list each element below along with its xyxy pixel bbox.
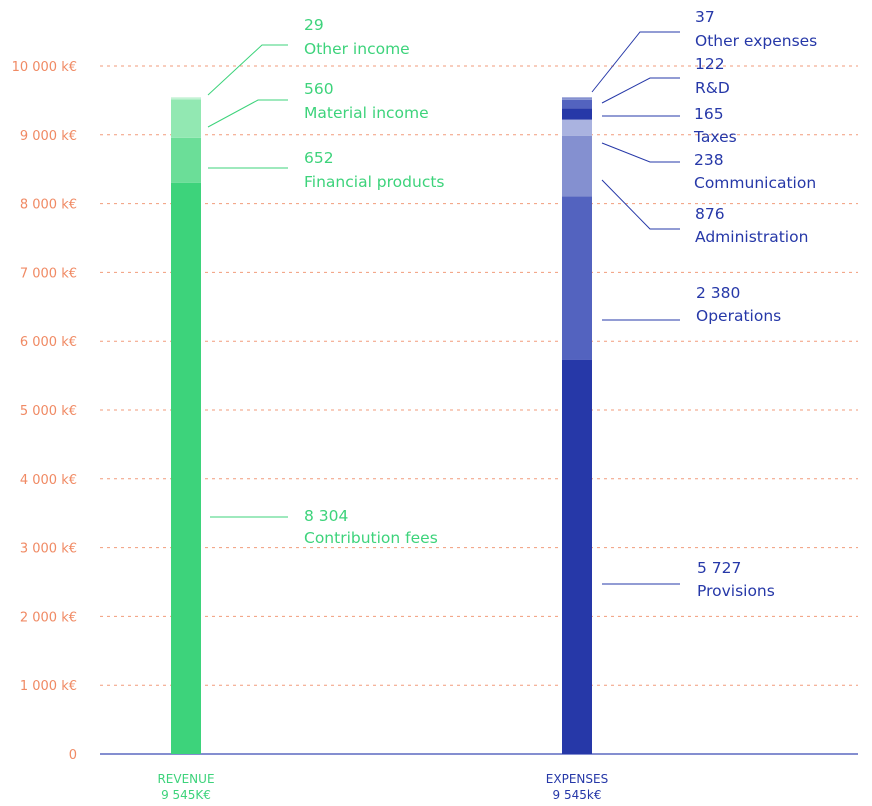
leader-line <box>207 44 288 96</box>
segment-name-label: Communication <box>694 174 816 192</box>
leader-line <box>207 99 288 128</box>
y-tick-label: 1 000 k€ <box>20 679 77 694</box>
segment-value-label: 8 304 <box>304 507 348 525</box>
y-tick-label: 0 <box>69 748 77 763</box>
bar-segment <box>171 137 201 183</box>
y-tick-label: 4 000 k€ <box>20 473 77 488</box>
segment-labels: 8 304 Contribution fees 652 Financial produ… <box>304 8 817 600</box>
segment-name-label: R&D <box>695 79 730 97</box>
y-tick-label: 8 000 k€ <box>20 198 77 213</box>
grid-lines <box>100 65 858 686</box>
category-labels: REVENUE 9 545K€ EXPENSES 9 545k€ <box>157 772 608 802</box>
segment-value-label: 560 <box>304 80 334 98</box>
segment-name-label: Operations <box>696 307 781 325</box>
segment-value-label: 5 727 <box>697 559 741 577</box>
bar-segment <box>562 135 592 197</box>
leader-line <box>601 142 680 163</box>
segment-name-label: Financial products <box>304 173 445 191</box>
leader-line <box>601 179 680 230</box>
category-name-label: REVENUE <box>157 772 214 786</box>
segment-name-label: Material income <box>304 104 429 122</box>
bar-segment <box>171 182 201 754</box>
segment-name-label: Provisions <box>697 582 775 600</box>
bar-segment <box>171 99 201 138</box>
segment-name-label: Contribution fees <box>304 529 438 547</box>
segment-name-label: Other income <box>304 40 410 58</box>
segment-value-label: 29 <box>304 16 324 34</box>
leader-line <box>591 31 680 93</box>
y-tick-label: 3 000 k€ <box>20 542 77 557</box>
y-axis-ticks: 0 1 000 k€ 2 000 k€ 3 000 k€ 4 000 k€ 5 000 k… <box>12 60 77 763</box>
category-total-label: 9 545k€ <box>553 788 602 802</box>
y-tick-label: 5 000 k€ <box>20 404 77 419</box>
segment-name-label: Other expenses <box>695 32 817 50</box>
bar-segment <box>562 97 592 100</box>
segment-value-label: 122 <box>695 55 725 73</box>
segment-value-label: 876 <box>695 205 725 223</box>
bar-segment <box>171 97 201 100</box>
segment-value-label: 652 <box>304 149 334 167</box>
category-name-label: EXPENSES <box>546 772 608 786</box>
segment-value-label: 165 <box>694 105 724 123</box>
y-tick-label: 9 000 k€ <box>20 129 77 144</box>
segment-value-label: 37 <box>695 8 715 26</box>
bar-segment <box>562 196 592 360</box>
segment-name-label: Administration <box>695 228 808 246</box>
bars <box>171 97 592 754</box>
category-total-label: 9 545K€ <box>161 788 211 802</box>
leader-lines <box>207 31 680 585</box>
bar-segment <box>562 108 592 120</box>
y-tick-label: 10 000 k€ <box>12 60 77 75</box>
segment-name-label: Taxes <box>693 128 737 146</box>
segment-value-label: 238 <box>694 151 724 169</box>
bar-segment <box>562 359 592 754</box>
y-tick-label: 2 000 k€ <box>20 610 77 625</box>
bar-segment <box>562 99 592 109</box>
leader-line <box>601 77 680 104</box>
bar-segment <box>562 119 592 136</box>
y-tick-label: 7 000 k€ <box>20 266 77 281</box>
segment-value-label: 2 380 <box>696 284 740 302</box>
y-tick-label: 6 000 k€ <box>20 335 77 350</box>
